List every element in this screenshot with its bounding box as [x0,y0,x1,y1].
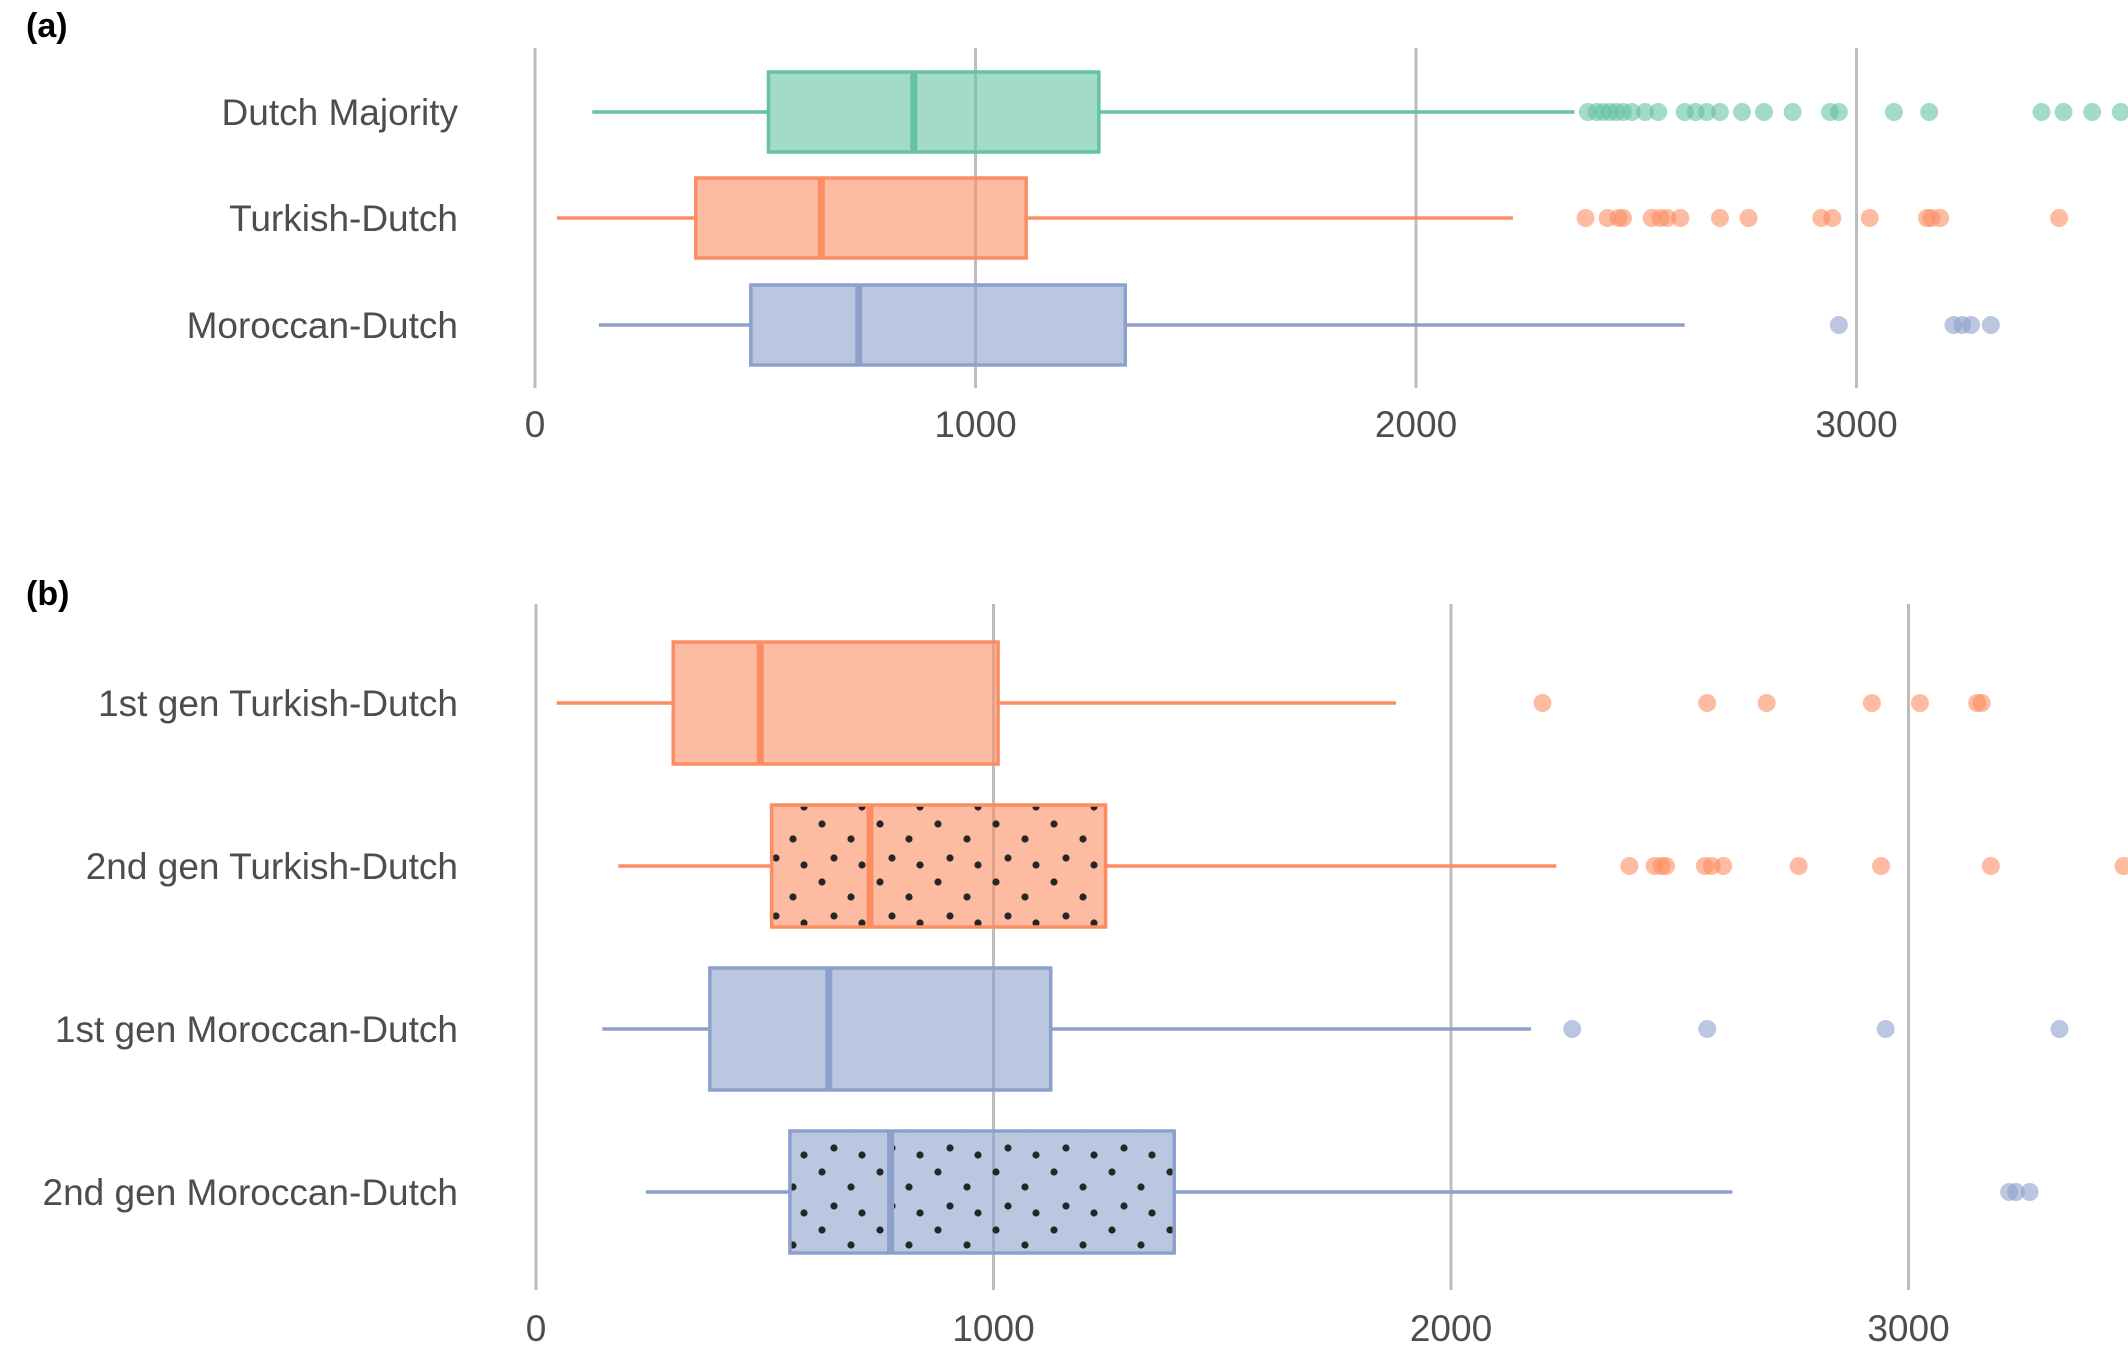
x-tick-label: 1000 [934,404,1016,445]
outlier-point [2111,103,2128,121]
outlier-point [1783,103,1802,121]
outlier-point [1862,694,1881,712]
outlier-point [1671,209,1690,227]
outlier-point [1872,857,1891,875]
outlier-point [1789,857,1808,875]
box-group: 2nd gen Turkish-Dutch [86,803,2128,929]
outlier-point [1658,209,1677,227]
box-outline [671,640,1000,766]
box-outline [788,1129,1176,1255]
category-label: 1st gen Turkish-Dutch [98,683,458,724]
panel-a-label: (a) [26,7,68,45]
box-group: 1st gen Moroccan-Dutch [55,966,2069,1092]
box-fill [750,285,1126,365]
outlier-point [1962,316,1981,334]
box-group: 1st gen Turkish-Dutch [98,640,1991,766]
box-outline [708,966,1053,1092]
x-tick-label: 3000 [1867,1308,1949,1348]
outlier-point [1972,694,1991,712]
outlier-point [1657,857,1676,875]
outlier-point [1754,103,1773,121]
box-dot-pattern [789,1131,1175,1253]
x-tick-label: 2000 [1410,1308,1492,1348]
outlier-point [1710,209,1729,227]
outlier-point [1649,103,1668,121]
category-label: 2nd gen Turkish-Dutch [86,846,458,887]
box-outline [769,803,1108,929]
outlier-point [2050,1020,2069,1038]
outlier-point [1622,103,1641,121]
panel-a-plot: 0 1000 2000 3000 Dutch Majority Turkish-Dutch… [187,48,2128,445]
outlier-point [1910,694,1929,712]
outlier-point [1823,209,1842,227]
box-outline [749,283,1128,367]
outlier-point [1876,1020,1895,1038]
box-group: Dutch Majority [222,70,2128,154]
outlier-point [1757,694,1776,712]
outlier-point [1698,1020,1717,1038]
box-group: 2nd gen Moroccan-Dutch [43,1129,2039,1255]
outlier-point [2050,209,2069,227]
panel-b-plot: 0 1000 2000 3000 1st gen Turkish-Dutch 2nd ge… [43,604,2128,1348]
outlier-point [1732,103,1751,121]
x-tick-label: 0 [525,404,546,445]
box-outline [694,176,1028,260]
box-fill [695,178,1027,258]
x-tick-label: 0 [526,1308,547,1348]
box-dot-pattern [771,805,1106,927]
outlier-point [1563,1020,1582,1038]
box-fill [673,642,999,764]
outlier-point [2007,1183,2026,1201]
outlier-point [1620,857,1639,875]
x-tick-label: 3000 [1815,404,1897,445]
box-group: Turkish-Dutch [229,176,2069,260]
outlier-point [1884,103,1903,121]
box-group: Moroccan-Dutch [187,283,2000,367]
outlier-point [1697,103,1716,121]
category-label: 1st gen Moroccan-Dutch [55,1009,458,1050]
outlier-point [1614,209,1633,227]
x-tick-label: 1000 [952,1308,1034,1348]
outlier-point [2083,103,2102,121]
outlier-point [1739,209,1758,227]
outlier-point [1714,857,1733,875]
outlier-point [1636,103,1655,121]
box-outline [766,70,1101,154]
outlier-point [1829,103,1848,121]
x-tick-label: 2000 [1375,404,1457,445]
outlier-point [1533,694,1552,712]
panel-b-label: (b) [26,575,69,613]
outlier-point [1698,694,1717,712]
outlier-point [1829,316,1848,334]
category-label: Moroccan-Dutch [187,305,458,346]
outlier-point [1931,209,1950,227]
category-label: Turkish-Dutch [229,198,458,239]
category-label: 2nd gen Moroccan-Dutch [43,1172,458,1213]
outlier-point [1920,103,1939,121]
outlier-point [2114,857,2128,875]
outlier-point [1981,316,2000,334]
category-label: Dutch Majority [222,92,459,133]
outlier-point [1710,103,1729,121]
outlier-point [1981,857,2000,875]
outlier-point [2032,103,2051,121]
outlier-point [1860,209,1879,227]
box-fill [709,968,1051,1090]
box-fill [768,72,1099,152]
outlier-point [2054,103,2073,121]
outlier-point [1576,209,1595,227]
outlier-point [2020,1183,2039,1201]
